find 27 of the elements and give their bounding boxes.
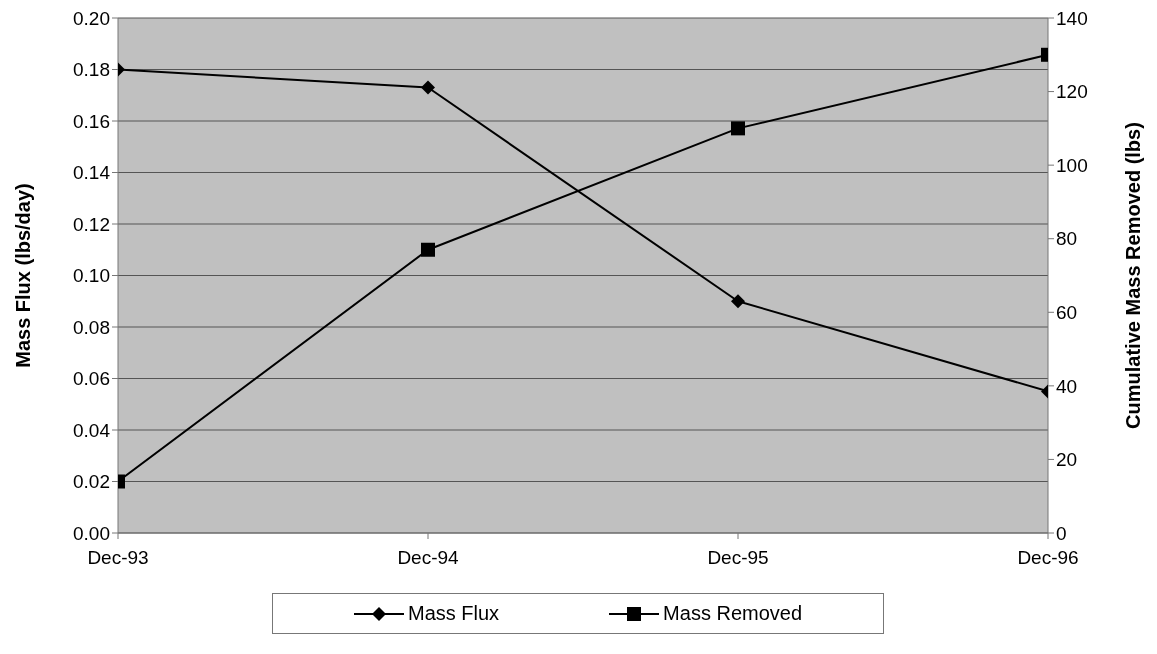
x-tick-label: Dec-95 <box>707 547 769 569</box>
y-tick-label: 0.02 <box>73 471 110 493</box>
y2-tick-label: 140 <box>1056 7 1088 29</box>
y-tick-label: 0.00 <box>73 522 110 544</box>
x-tick-label: Dec-93 <box>87 547 149 569</box>
y-axis-title: Mass Flux (lbs/day) <box>12 183 35 368</box>
y-tick-label: 0.16 <box>73 110 110 132</box>
y-tick-label: 0.12 <box>73 213 110 235</box>
y-tick-label: 0.08 <box>73 316 110 338</box>
x-tick-label: Dec-94 <box>397 547 460 569</box>
y-tick-label: 0.14 <box>73 162 111 184</box>
y2-tick-label: 120 <box>1056 81 1088 103</box>
y-tick-label: 0.10 <box>73 265 110 287</box>
y2-axis-title: Cumulative Mass Removed (lbs) <box>1122 122 1145 429</box>
y2-tick-label: 80 <box>1056 228 1078 250</box>
y-tick-label: 0.20 <box>73 7 110 29</box>
y2-tick-label: 100 <box>1056 154 1088 176</box>
y2-tick-label: 60 <box>1056 302 1078 324</box>
y2-tick-label: 0 <box>1056 522 1067 544</box>
y-tick-label: 0.06 <box>73 368 110 390</box>
legend-label: Mass Flux <box>407 602 500 625</box>
y-tick-label: 0.04 <box>73 419 111 441</box>
y-tick-label: 0.18 <box>73 59 110 81</box>
y2-tick-label: 20 <box>1056 449 1078 471</box>
x-tick-label: Dec-96 <box>1017 547 1079 569</box>
legend-label: Mass Removed <box>663 602 803 625</box>
y2-tick-label: 40 <box>1056 375 1078 397</box>
